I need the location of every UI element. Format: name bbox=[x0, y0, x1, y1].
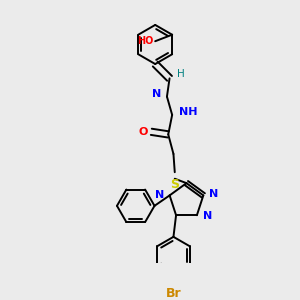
Text: Br: Br bbox=[166, 287, 181, 300]
Text: N: N bbox=[152, 89, 161, 99]
Text: N: N bbox=[154, 190, 164, 200]
Text: H: H bbox=[177, 70, 184, 80]
Text: N: N bbox=[202, 211, 212, 221]
Text: N: N bbox=[209, 189, 218, 199]
Text: NH: NH bbox=[179, 107, 197, 117]
Text: HO: HO bbox=[137, 36, 154, 46]
Text: O: O bbox=[139, 127, 148, 137]
Text: S: S bbox=[170, 178, 179, 191]
